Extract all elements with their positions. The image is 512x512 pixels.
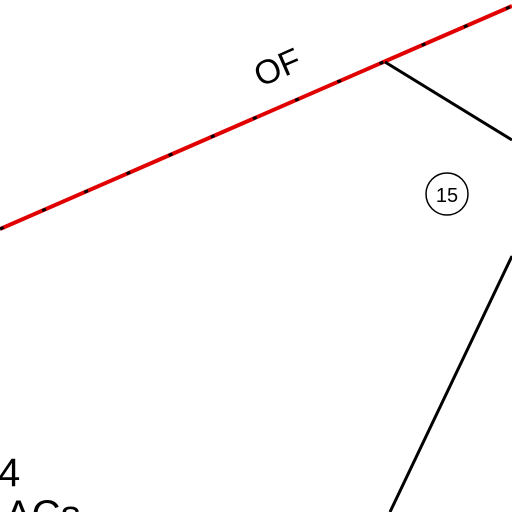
boundary-dashes	[0, 4, 512, 231]
parcel-line	[384, 60, 512, 142]
lot-number: 15	[436, 185, 458, 207]
lot-circle	[425, 172, 469, 216]
area-unit: ACs	[5, 493, 81, 512]
parcel-number: 4	[0, 451, 20, 495]
parcel-line	[388, 255, 512, 512]
